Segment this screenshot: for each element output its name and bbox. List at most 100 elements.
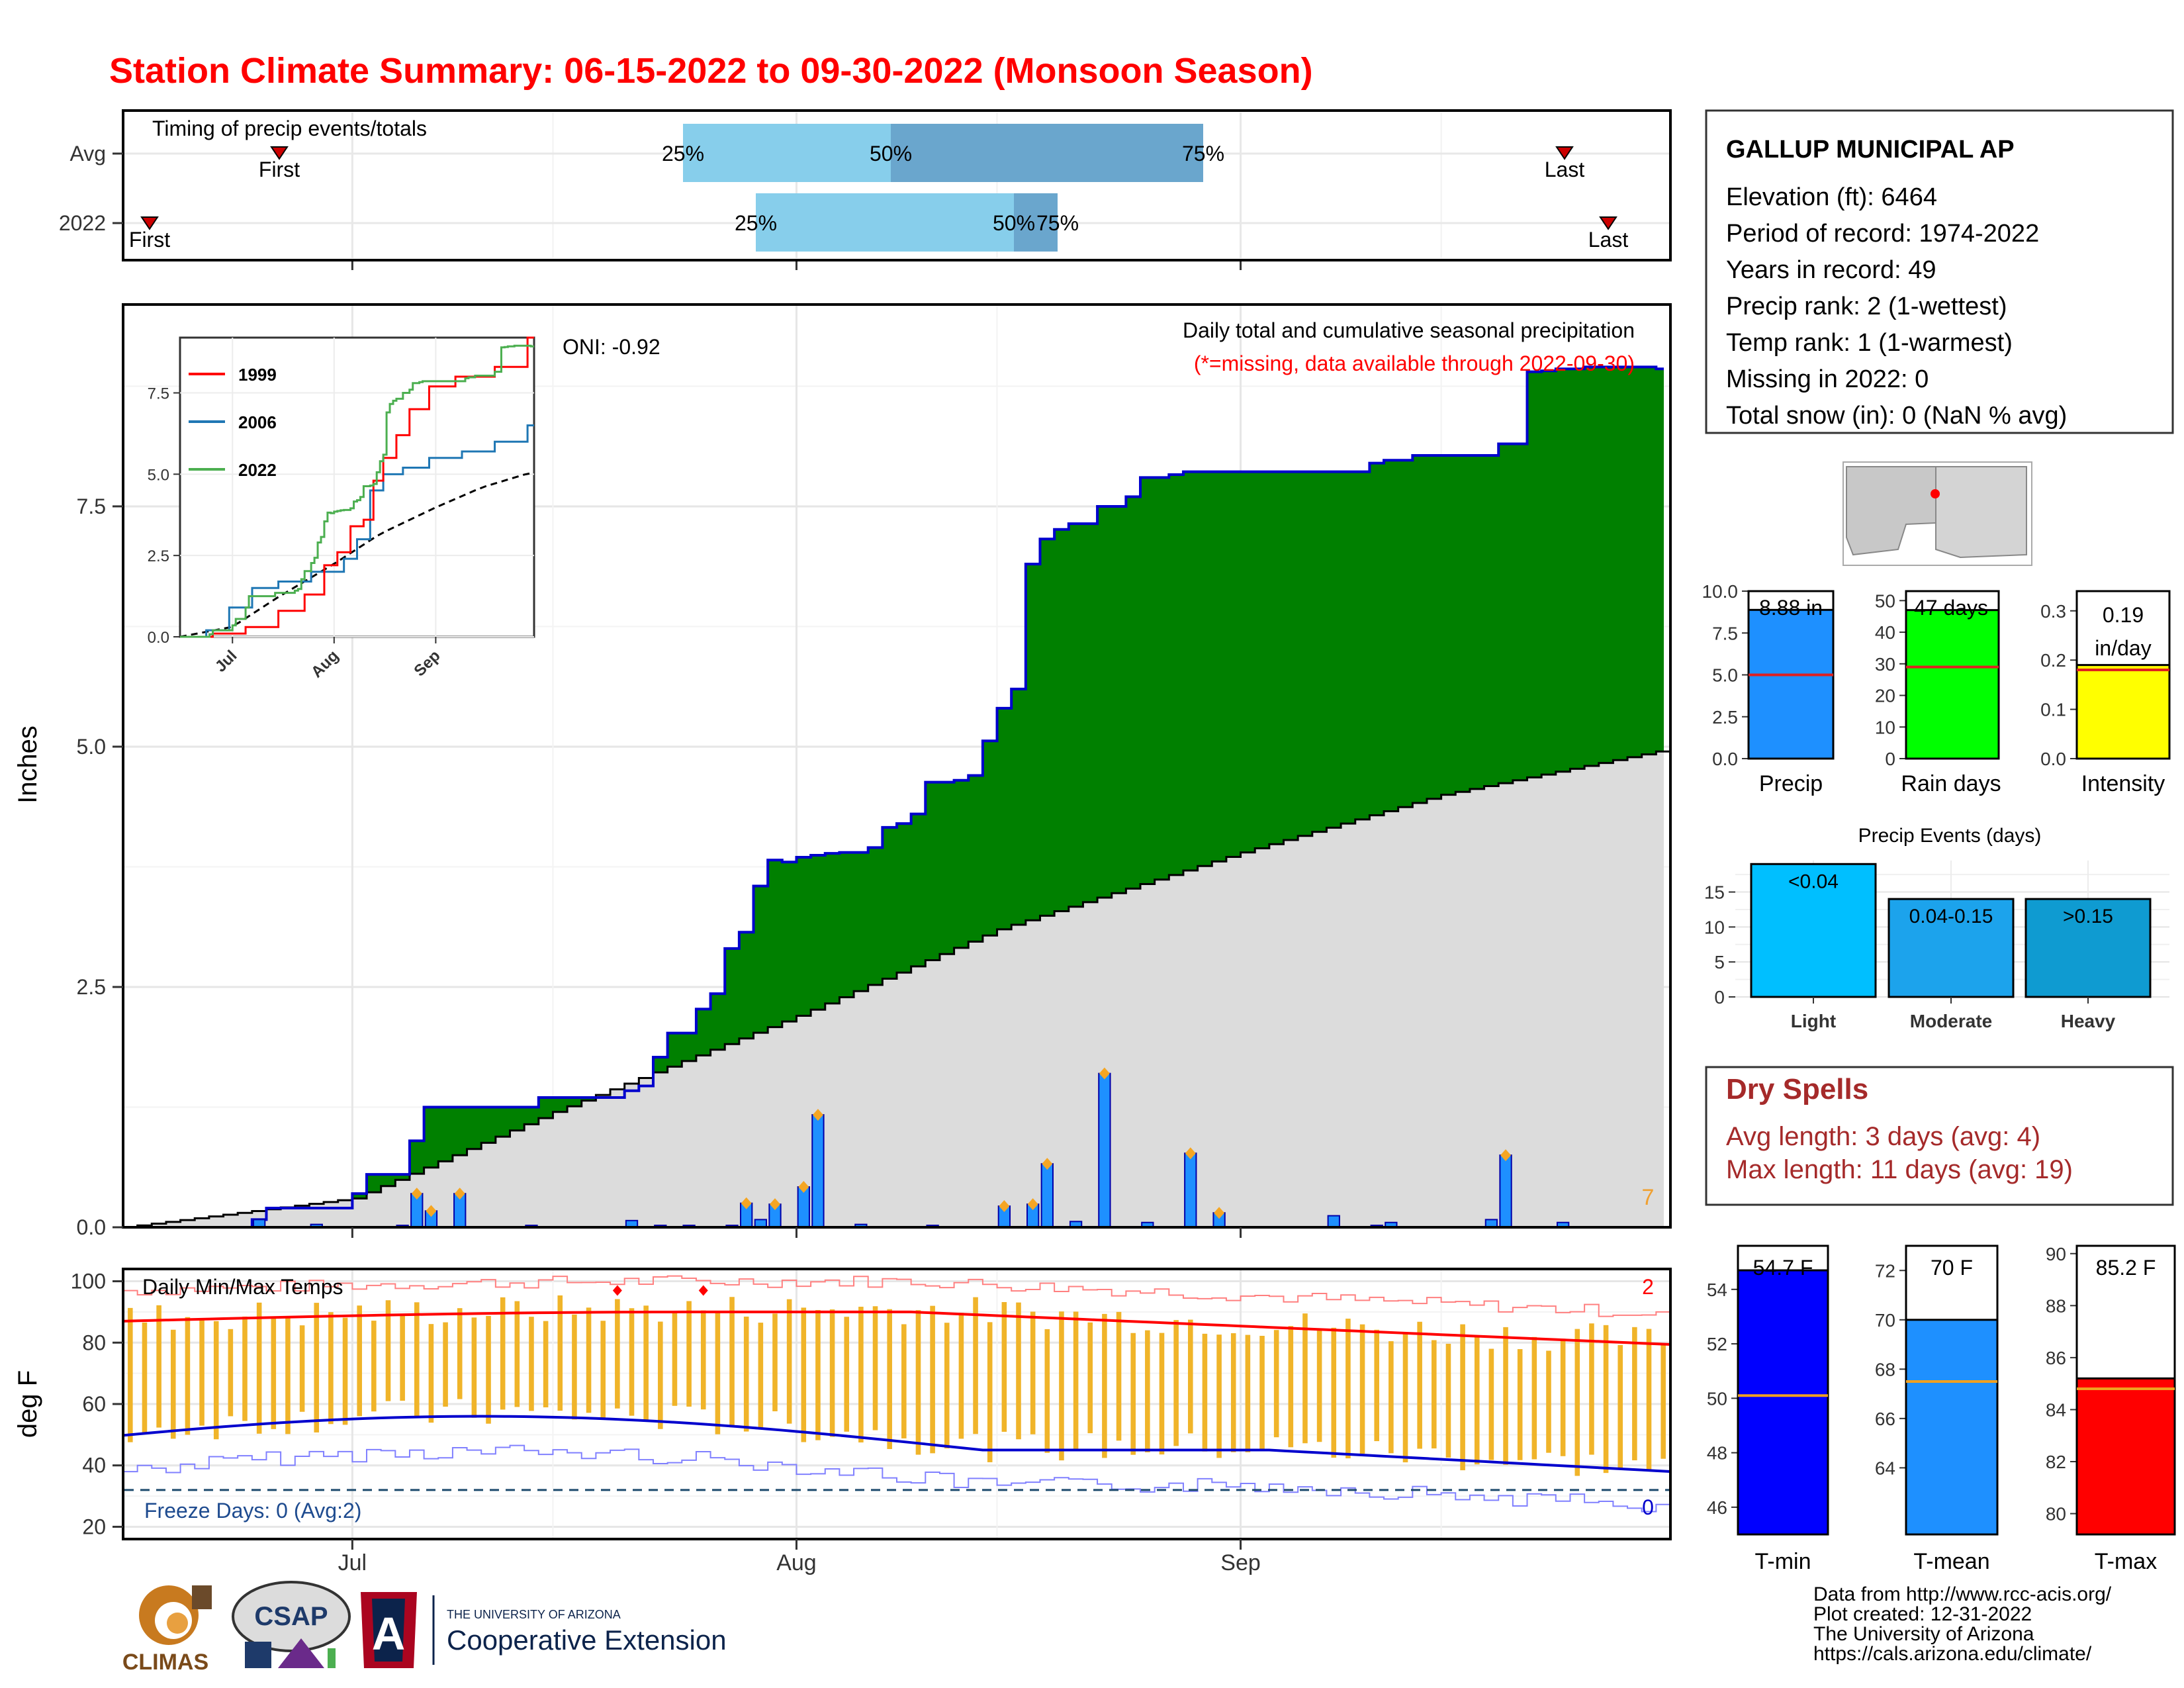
daily-temp-bar bbox=[844, 1317, 850, 1432]
daily-temp-bar bbox=[299, 1325, 305, 1412]
daily-temp-bar bbox=[242, 1316, 248, 1421]
heavy-event-marker bbox=[769, 1198, 780, 1211]
daily-temp-bar bbox=[572, 1314, 577, 1420]
raindays-tick-label: 30 bbox=[1875, 654, 1895, 675]
y2022-p75-label: 75% bbox=[1036, 211, 1079, 235]
daily-temp-bar bbox=[385, 1300, 391, 1401]
temp-count-max: 2 bbox=[1642, 1275, 1654, 1299]
station-location-dot bbox=[1931, 489, 1940, 498]
tmean-tick-label: 64 bbox=[1875, 1458, 1895, 1478]
tmax-tick-label: 88 bbox=[2046, 1295, 2066, 1316]
daily-temp-bar bbox=[1302, 1313, 1308, 1444]
daily-temp-bar bbox=[1087, 1322, 1093, 1434]
daily-precip-bar bbox=[1098, 1072, 1111, 1228]
precip-header: Daily total and cumulative seasonal prec… bbox=[1183, 318, 1635, 342]
event-category-label: Moderate bbox=[1910, 1011, 1992, 1031]
inset-y-tick-label: 7.5 bbox=[148, 385, 169, 403]
dry-spells-max: Max length: 11 days (avg: 19) bbox=[1726, 1155, 2073, 1184]
daily-precip-bar bbox=[1040, 1163, 1054, 1228]
daily-temp-bar bbox=[1073, 1311, 1079, 1451]
daily-temp-bar bbox=[729, 1297, 735, 1428]
record-high-line bbox=[123, 1275, 1670, 1317]
daily-temp-bar bbox=[486, 1315, 491, 1424]
daily-temp-bar bbox=[213, 1321, 219, 1440]
daily-precip-bar bbox=[1499, 1154, 1512, 1228]
raindays-bar bbox=[1905, 609, 2000, 760]
daily-temp-bar bbox=[1603, 1325, 1609, 1474]
y2022-p50-label: 50% bbox=[993, 211, 1035, 235]
daily-temp-bar bbox=[1460, 1324, 1465, 1471]
daily-temp-bar bbox=[1374, 1329, 1380, 1442]
daily-temp-bar bbox=[686, 1301, 692, 1407]
daily-temp-bar bbox=[414, 1302, 420, 1417]
daily-temp-bar bbox=[457, 1308, 463, 1399]
daily-precip-bar bbox=[1184, 1152, 1197, 1228]
daily-temp-bar bbox=[643, 1305, 649, 1421]
daily-temp-bar bbox=[1417, 1321, 1422, 1449]
daily-temp-bar bbox=[786, 1299, 792, 1424]
precip-ylabel: Inches bbox=[13, 726, 42, 804]
event-bar-label: >0.15 bbox=[2063, 906, 2113, 927]
event-category-label: Light bbox=[1791, 1011, 1836, 1031]
daily-temp-bar bbox=[915, 1310, 921, 1455]
heavy-event-marker bbox=[426, 1205, 437, 1217]
y2022-first-label: First bbox=[129, 228, 170, 252]
daily-temp-bar bbox=[1288, 1326, 1294, 1448]
precip-y-tick-label: 2.5 bbox=[77, 975, 106, 999]
tmax-tick-label: 80 bbox=[2046, 1504, 2066, 1524]
climas-logo: CLIMAS bbox=[122, 1585, 212, 1675]
average-min-line bbox=[122, 1415, 1671, 1473]
tmean-tick-label: 72 bbox=[1875, 1260, 1895, 1281]
tmax-tick-label: 82 bbox=[2046, 1452, 2066, 1472]
temp-x-tick-label: Sep bbox=[1220, 1550, 1261, 1575]
daily-temp-bar bbox=[1102, 1313, 1107, 1458]
event-bar bbox=[1888, 898, 2015, 998]
daily-precip-bar bbox=[1327, 1215, 1340, 1228]
daily-temp-bar bbox=[715, 1310, 721, 1434]
heavy-event-marker bbox=[812, 1109, 823, 1121]
daily-temp-bar bbox=[1259, 1335, 1265, 1450]
tmin-tick-label: 50 bbox=[1707, 1388, 1727, 1409]
temp-y-tick-label: 80 bbox=[82, 1331, 106, 1354]
intensity-bar bbox=[2075, 664, 2171, 760]
daily-temp-bar bbox=[1173, 1320, 1179, 1446]
timing-panel: Timing of precip events/totals Avg 2022 … bbox=[59, 109, 1672, 270]
raindays-tick-label: 40 bbox=[1875, 622, 1895, 643]
event-bar-label: <0.04 bbox=[1788, 870, 1839, 892]
credit-line-3: The University of Arizona bbox=[1813, 1623, 2034, 1645]
inset-y-tick-label: 0.0 bbox=[148, 629, 169, 647]
daily-temp-bar bbox=[170, 1329, 176, 1439]
events-y-tick-label: 5 bbox=[1714, 952, 1725, 972]
tmin-bar bbox=[1737, 1269, 1829, 1536]
daily-precip-bar bbox=[811, 1114, 825, 1228]
daily-temp-bar bbox=[629, 1308, 635, 1416]
tmin-tick-label: 46 bbox=[1707, 1497, 1727, 1518]
precip-y-tick-label: 5.0 bbox=[77, 735, 106, 759]
daily-temp-bar bbox=[586, 1307, 592, 1413]
daily-temp-bar bbox=[1546, 1350, 1551, 1453]
inset-y-tick-label: 2.5 bbox=[148, 547, 169, 565]
daily-temp-bar bbox=[557, 1295, 563, 1411]
average-cumulative-line bbox=[123, 750, 1670, 1229]
y2022-q2-bar bbox=[1014, 193, 1058, 252]
precip-tick-label: 10.0 bbox=[1702, 581, 1739, 602]
daily-temp-bar bbox=[500, 1297, 506, 1410]
daily-temp-bar bbox=[1159, 1333, 1165, 1455]
daily-temp-bar bbox=[1503, 1327, 1508, 1465]
temp-y-tick-label: 100 bbox=[71, 1270, 106, 1293]
record-low-line bbox=[123, 1444, 1670, 1513]
temp-count-min: 0 bbox=[1642, 1495, 1654, 1519]
daily-temp-bar bbox=[944, 1323, 950, 1449]
temperature-summary-bars: 46 48 50 52 54 64 66 68 70 72 80 82 84 86 88 90 54.7 … bbox=[1707, 1244, 2176, 1574]
events-y-tick-label: 0 bbox=[1714, 987, 1725, 1008]
inset-legend-1999: 1999 bbox=[238, 365, 277, 385]
avg-last-label: Last bbox=[1545, 158, 1585, 181]
daily-temp-bar bbox=[342, 1317, 348, 1425]
raindays-tick-label: 10 bbox=[1875, 717, 1895, 737]
dry-spells: Dry Spells Avg length: 3 days (avg: 4) M… bbox=[1705, 1066, 2174, 1206]
daily-temp-bar bbox=[1030, 1311, 1036, 1434]
daily-temp-bar bbox=[1432, 1340, 1437, 1449]
daily-temp-bar bbox=[973, 1297, 978, 1434]
events-y-tick-label: 15 bbox=[1704, 882, 1725, 903]
